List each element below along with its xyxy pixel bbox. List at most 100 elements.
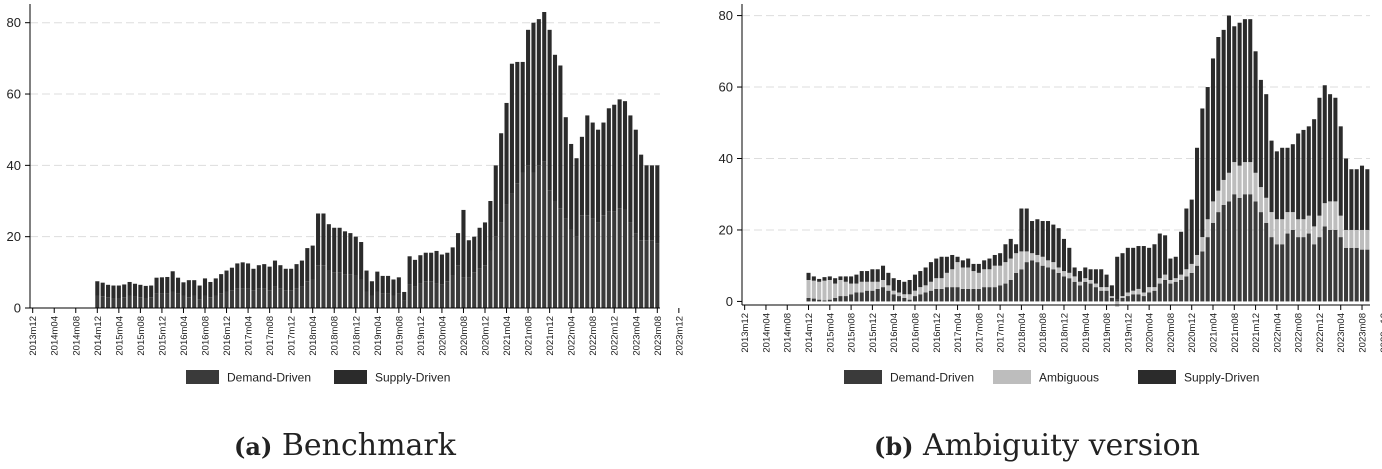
bar-demand-driven (1109, 297, 1114, 302)
bar-ambiguous (822, 280, 827, 301)
bar-ambiguous (806, 279, 811, 298)
bar-ambiguous (1067, 272, 1072, 279)
bar-supply-driven (971, 263, 976, 272)
bar-demand-driven (122, 297, 127, 308)
x-tick-label: 2018m04 (1017, 313, 1028, 353)
bar-supply-driven (585, 115, 590, 216)
legend-swatch (993, 370, 1031, 384)
bar-demand-driven (229, 290, 234, 308)
bar-ambiguous (827, 279, 832, 300)
bar-supply-driven (246, 263, 251, 289)
bar-demand-driven (256, 288, 261, 308)
bar-supply-driven (127, 281, 132, 296)
bar-demand-driven (106, 297, 111, 308)
bar-supply-driven (902, 281, 907, 295)
bar-demand-driven (1253, 201, 1258, 302)
bar-demand-driven (1136, 294, 1141, 302)
bar-supply-driven (1205, 87, 1210, 220)
bar-demand-driven (208, 297, 213, 308)
bar-supply-driven (1200, 108, 1205, 238)
bar-ambiguous (1253, 172, 1258, 202)
x-tick-label: 2020m12 (1187, 313, 1198, 353)
bar-supply-driven (1306, 126, 1311, 216)
bar-ambiguous (960, 267, 965, 289)
bar-demand-driven (918, 294, 923, 302)
bar-ambiguous (881, 279, 886, 288)
bar-demand-driven (240, 288, 245, 308)
bar-supply-driven (186, 280, 191, 298)
x-tick-label: 2015m12 (868, 313, 879, 353)
bar-supply-driven (1014, 244, 1019, 254)
bar-demand-driven (875, 288, 880, 302)
bar-supply-driven (896, 279, 902, 293)
bar-demand-driven (1210, 222, 1216, 302)
bar-supply-driven (283, 268, 288, 291)
bar-demand-driven (1067, 278, 1072, 302)
bar-demand-driven (1237, 197, 1242, 302)
bar-ambiguous (918, 287, 923, 295)
bar-demand-driven (563, 218, 568, 308)
bar-ambiguous (1040, 256, 1045, 266)
bar-supply-driven (1179, 231, 1184, 275)
x-tick-label: 2017m08 (974, 313, 985, 353)
bar-supply-driven (1210, 58, 1216, 202)
bar-supply-driven (1061, 238, 1066, 272)
bar-demand-driven (472, 272, 477, 308)
bar-supply-driven (369, 281, 374, 296)
bar-supply-driven (504, 102, 509, 205)
bar-demand-driven (944, 287, 949, 302)
bar-supply-driven (267, 266, 272, 291)
bar-supply-driven (822, 277, 827, 281)
bar-demand-driven (531, 172, 536, 308)
bar-ambiguous (833, 283, 838, 298)
bar-ambiguous (1003, 262, 1008, 284)
bar-supply-driven (391, 279, 396, 296)
bar-supply-driven (865, 271, 870, 282)
bars (95, 12, 660, 308)
bar-supply-driven (563, 117, 568, 219)
bar-demand-driven (1349, 247, 1354, 302)
bar-demand-driven (865, 290, 870, 302)
bar-supply-driven (644, 165, 649, 241)
bar-demand-driven (1072, 281, 1077, 302)
bar-demand-driven (536, 165, 541, 308)
bar-demand-driven (246, 288, 251, 308)
bar-ambiguous (896, 292, 902, 297)
y-tick-label: 20 (719, 222, 733, 237)
bar-supply-driven (111, 285, 116, 299)
bar-ambiguous (944, 272, 949, 288)
bar-demand-driven (423, 281, 428, 308)
bar-supply-driven (923, 267, 928, 286)
bar-ambiguous (1109, 296, 1114, 298)
bar-demand-driven (1317, 237, 1322, 302)
bar-demand-driven (1045, 267, 1051, 302)
x-tick-label: 2015m08 (847, 313, 858, 353)
bar-supply-driven (1301, 129, 1306, 220)
bar-supply-driven (224, 270, 229, 292)
bar-supply-driven (176, 277, 181, 294)
bar-supply-driven (310, 245, 315, 280)
bar-demand-driven (332, 272, 337, 308)
bar-supply-driven (928, 262, 933, 282)
bar-demand-driven (429, 281, 434, 308)
x-tick-label: 2023m04 (1336, 313, 1347, 353)
x-tick-label: 2021m04 (502, 316, 513, 356)
bar-supply-driven (1280, 147, 1285, 220)
bar-ambiguous (1285, 212, 1290, 234)
x-tick-label: 2020m04 (437, 316, 448, 356)
bar-supply-driven (251, 268, 256, 291)
bar-ambiguous (891, 290, 896, 295)
bar-demand-driven (1328, 229, 1333, 302)
bar-demand-driven (633, 233, 638, 308)
bar-demand-driven (806, 297, 811, 302)
bar-supply-driven (321, 213, 326, 266)
bar-demand-driven (509, 193, 514, 308)
bar-supply-driven (1290, 144, 1295, 213)
bar-supply-driven (1317, 97, 1322, 216)
bar-demand-driven (396, 293, 401, 308)
bar-ambiguous (1365, 229, 1370, 250)
x-tick-label: 2019m08 (394, 316, 405, 356)
bar-ambiguous (1328, 201, 1333, 230)
bar-supply-driven (170, 271, 175, 292)
bar-demand-driven (1333, 229, 1338, 302)
